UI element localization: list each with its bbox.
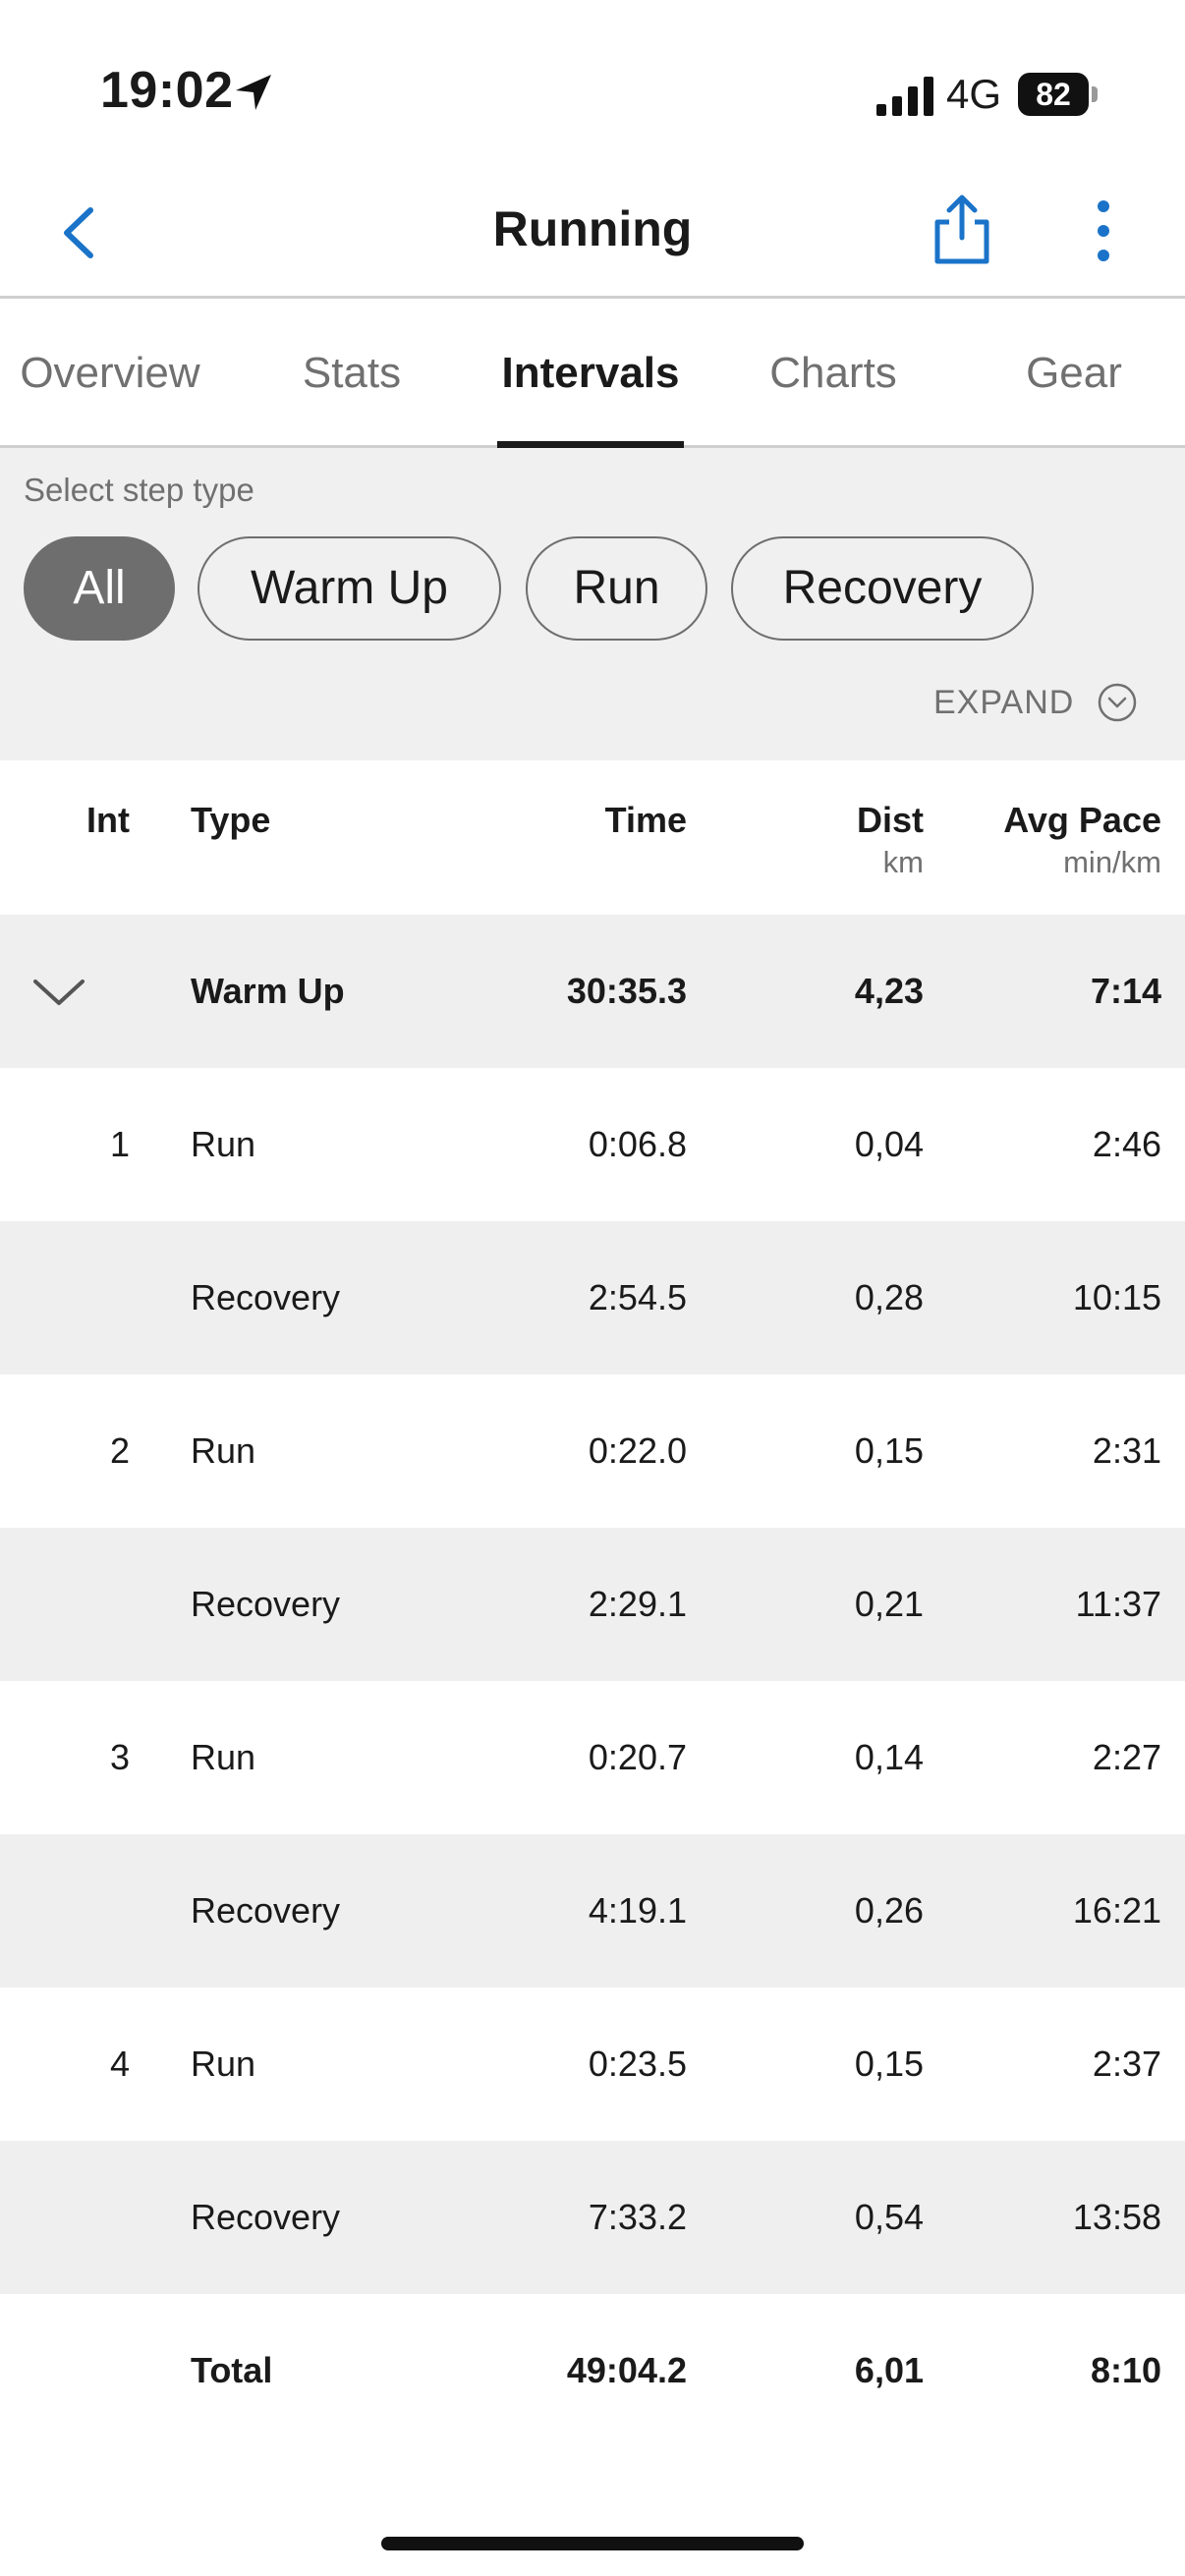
expand-chevron-circle-icon xyxy=(1098,683,1137,722)
expand-label: EXPAND xyxy=(933,684,1075,721)
row-time: 0:20.7 xyxy=(588,1737,687,1777)
active-tab-indicator xyxy=(497,441,684,448)
filter-label: Select step type xyxy=(24,472,254,508)
status-bar: 19:02 4G 82 xyxy=(0,0,1185,167)
row-type: Warm Up xyxy=(191,971,345,1011)
row-pace: 13:58 xyxy=(1072,2197,1161,2237)
more-options-icon[interactable] xyxy=(1079,196,1128,265)
chip-recovery[interactable]: Recovery xyxy=(731,536,1034,641)
row-pace: 7:14 xyxy=(1090,971,1161,1011)
network-type: 4G xyxy=(946,71,1002,117)
step-type-filter: Select step type All Warm Up Run Recover… xyxy=(0,448,1185,760)
battery-indicator: 82 xyxy=(1018,73,1099,116)
table-row: 1 Run 0:06.8 0,04 2:46 xyxy=(0,1068,1185,1221)
header-pace-unit: min/km xyxy=(1063,845,1161,879)
navigation-bar: Running xyxy=(0,167,1185,299)
row-dist: 0,14 xyxy=(854,1737,924,1777)
chip-warm-up[interactable]: Warm Up xyxy=(198,536,501,641)
battery-tip xyxy=(1092,86,1098,102)
table-row: 4 Run 0:23.5 0,15 2:37 xyxy=(0,1988,1185,2141)
row-dist: 4,23 xyxy=(854,971,924,1011)
home-indicator[interactable] xyxy=(381,2537,804,2550)
page-title: Running xyxy=(492,201,693,256)
row-type: Recovery xyxy=(191,2197,341,2237)
row-int: 1 xyxy=(109,1124,130,1164)
header-type: Type xyxy=(191,800,271,840)
back-chevron-icon[interactable] xyxy=(51,198,110,267)
row-pace: 2:27 xyxy=(1092,1737,1161,1777)
header-time: Time xyxy=(604,800,687,840)
table-row: Recovery 4:19.1 0,26 16:21 xyxy=(0,1834,1185,1988)
location-arrow-icon xyxy=(236,75,271,110)
table-row: Recovery 2:29.1 0,21 11:37 xyxy=(0,1528,1185,1681)
total-row: Total 49:04.2 6,01 8:10 xyxy=(0,2294,1185,2447)
row-type: Run xyxy=(191,2044,256,2084)
row-time: 30:35.3 xyxy=(566,971,687,1011)
header-dist-unit: km xyxy=(882,845,924,879)
total-time: 49:04.2 xyxy=(566,2350,687,2390)
intervals-table-header: Int Type Time Dist km Avg Pace min/km xyxy=(0,760,1185,915)
row-type: Recovery xyxy=(191,1277,341,1317)
table-row: 3 Run 0:20.7 0,14 2:27 xyxy=(0,1681,1185,1834)
share-icon[interactable] xyxy=(928,191,996,269)
warm-up-summary-row[interactable]: Warm Up 30:35.3 4,23 7:14 xyxy=(0,915,1185,1068)
row-dist: 0,28 xyxy=(854,1277,924,1317)
row-pace: 16:21 xyxy=(1072,1890,1161,1931)
table-row: Recovery 2:54.5 0,28 10:15 xyxy=(0,1221,1185,1374)
row-dist: 0,26 xyxy=(854,1890,924,1931)
row-time: 0:23.5 xyxy=(588,2044,687,2084)
row-type: Recovery xyxy=(191,1890,341,1931)
tab-charts[interactable]: Charts xyxy=(769,349,897,397)
row-time: 2:54.5 xyxy=(588,1277,687,1317)
row-pace: 10:15 xyxy=(1072,1277,1161,1317)
row-time: 0:22.0 xyxy=(588,1430,687,1471)
row-type: Recovery xyxy=(191,1584,341,1624)
tab-bar: Overview Stats Intervals Charts Gear xyxy=(0,299,1185,448)
header-int: Int xyxy=(86,800,130,840)
header-avg-pace: Avg Pace xyxy=(1003,800,1161,840)
row-int: 2 xyxy=(109,1430,130,1471)
tab-stats[interactable]: Stats xyxy=(302,349,402,397)
row-dist: 0,15 xyxy=(854,1430,924,1471)
total-pace: 8:10 xyxy=(1090,2350,1161,2390)
row-int: 3 xyxy=(109,1737,130,1777)
tab-intervals-label: Intervals xyxy=(501,349,680,397)
row-time: 0:06.8 xyxy=(588,1124,687,1164)
row-time: 7:33.2 xyxy=(588,2197,687,2237)
row-pace: 11:37 xyxy=(1075,1584,1161,1624)
status-time: 19:02 xyxy=(100,62,234,119)
table-row: Recovery 7:33.2 0,54 13:58 xyxy=(0,2141,1185,2294)
row-dist: 0,04 xyxy=(854,1124,924,1164)
table-row: 2 Run 0:22.0 0,15 2:31 xyxy=(0,1374,1185,1528)
row-pace: 2:31 xyxy=(1092,1430,1161,1471)
row-pace: 2:37 xyxy=(1092,2044,1161,2084)
row-dist: 0,15 xyxy=(854,2044,924,2084)
row-pace: 2:46 xyxy=(1092,1124,1161,1164)
chip-all[interactable]: All xyxy=(24,536,175,641)
row-int: 4 xyxy=(109,2044,130,2084)
row-type: Run xyxy=(191,1124,256,1164)
chip-run[interactable]: Run xyxy=(526,536,707,641)
row-type: Run xyxy=(191,1737,256,1777)
total-label: Total xyxy=(191,2350,273,2390)
row-dist: 0,21 xyxy=(854,1584,924,1624)
total-dist: 6,01 xyxy=(854,2350,924,2390)
header-dist: Dist xyxy=(856,800,924,840)
collapse-chevron-icon[interactable] xyxy=(31,966,86,1021)
row-dist: 0,54 xyxy=(854,2197,924,2237)
battery-level: 82 xyxy=(1018,73,1089,116)
tab-overview[interactable]: Overview xyxy=(20,349,200,397)
row-time: 2:29.1 xyxy=(588,1584,687,1624)
tab-intervals[interactable]: Intervals xyxy=(497,299,684,448)
tab-gear[interactable]: Gear xyxy=(1026,349,1122,397)
signal-strength-icon xyxy=(876,77,933,116)
row-type: Run xyxy=(191,1430,256,1471)
row-time: 4:19.1 xyxy=(588,1890,687,1931)
